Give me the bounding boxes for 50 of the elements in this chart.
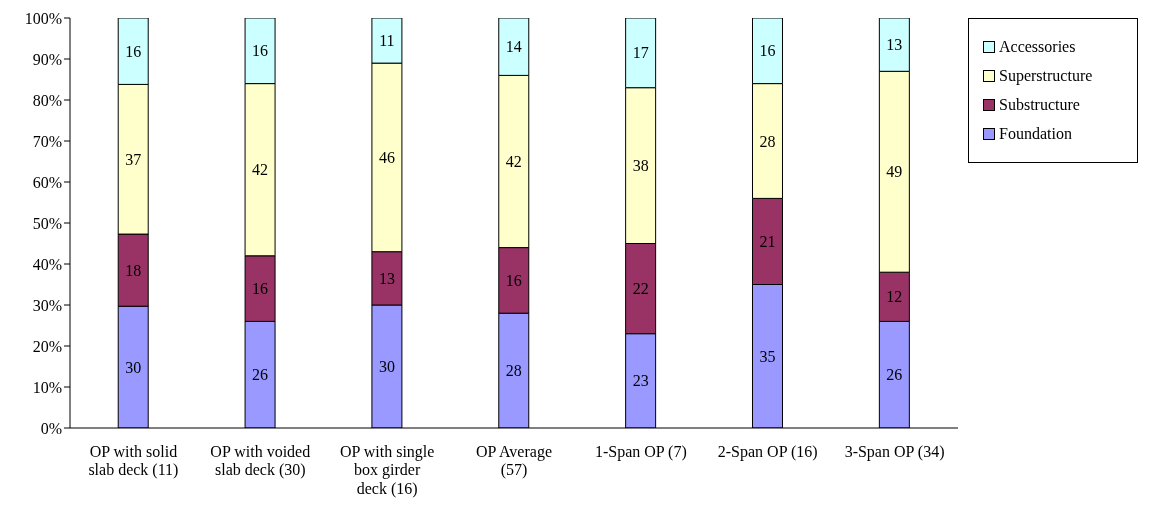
data-label: 42 bbox=[252, 161, 269, 179]
legend-label: Superstructure bbox=[999, 67, 1093, 85]
data-label: 13 bbox=[378, 269, 395, 287]
x-tick-label: 2-Span OP (16) bbox=[717, 442, 818, 461]
data-label: 16 bbox=[252, 280, 269, 298]
data-label: 28 bbox=[505, 362, 522, 380]
data-label: 14 bbox=[505, 38, 522, 56]
x-tick-label: OP with solid slab deck (11) bbox=[88, 442, 179, 480]
y-tick-label: 80% bbox=[32, 91, 62, 109]
x-tick-label: OP with voided slab deck (30) bbox=[210, 442, 311, 480]
legend-label: Accessories bbox=[999, 38, 1076, 56]
data-label: 26 bbox=[886, 366, 903, 384]
data-label: 37 bbox=[125, 150, 142, 168]
y-tick-label: 40% bbox=[32, 255, 62, 273]
data-label: 16 bbox=[125, 42, 142, 60]
y-tick-label: 30% bbox=[32, 296, 62, 314]
data-label: 13 bbox=[886, 36, 903, 54]
data-label: 35 bbox=[759, 347, 776, 365]
x-tick-label: OP Average (57) bbox=[476, 442, 552, 480]
data-label: 42 bbox=[505, 153, 522, 171]
data-label: 16 bbox=[759, 42, 776, 60]
data-label: 16 bbox=[252, 42, 269, 60]
data-label: 18 bbox=[125, 261, 142, 279]
x-tick-label: OP with single box girder deck (16) bbox=[339, 442, 435, 498]
y-tick-label: 50% bbox=[32, 214, 62, 232]
data-label: 30 bbox=[378, 358, 395, 376]
data-label: 17 bbox=[632, 44, 649, 62]
y-tick-label: 10% bbox=[32, 378, 62, 396]
y-tick-label: 60% bbox=[32, 173, 62, 191]
y-tick-label: 70% bbox=[32, 132, 62, 150]
data-label: 12 bbox=[886, 288, 903, 306]
data-label: 23 bbox=[632, 372, 649, 390]
data-label: 49 bbox=[886, 163, 903, 181]
x-tick-label: 3-Span OP (34) bbox=[844, 442, 945, 461]
y-tick-label: 100% bbox=[24, 9, 62, 27]
data-label: 21 bbox=[759, 233, 776, 251]
data-label: 22 bbox=[632, 280, 649, 298]
data-label: 28 bbox=[759, 132, 776, 150]
y-tick-label: 0% bbox=[40, 419, 62, 437]
data-label: 30 bbox=[125, 358, 142, 376]
y-tick-label: 20% bbox=[32, 337, 62, 355]
data-label: 26 bbox=[252, 366, 269, 384]
y-tick-label: 90% bbox=[32, 50, 62, 68]
data-label: 11 bbox=[379, 32, 395, 50]
legend-label: Substructure bbox=[999, 96, 1080, 114]
data-label: 16 bbox=[505, 272, 522, 289]
data-label: 46 bbox=[378, 149, 395, 166]
data-label: 38 bbox=[632, 157, 649, 175]
legend-label: Foundation bbox=[999, 125, 1072, 143]
x-tick-label: 1-Span OP (7) bbox=[594, 442, 687, 461]
